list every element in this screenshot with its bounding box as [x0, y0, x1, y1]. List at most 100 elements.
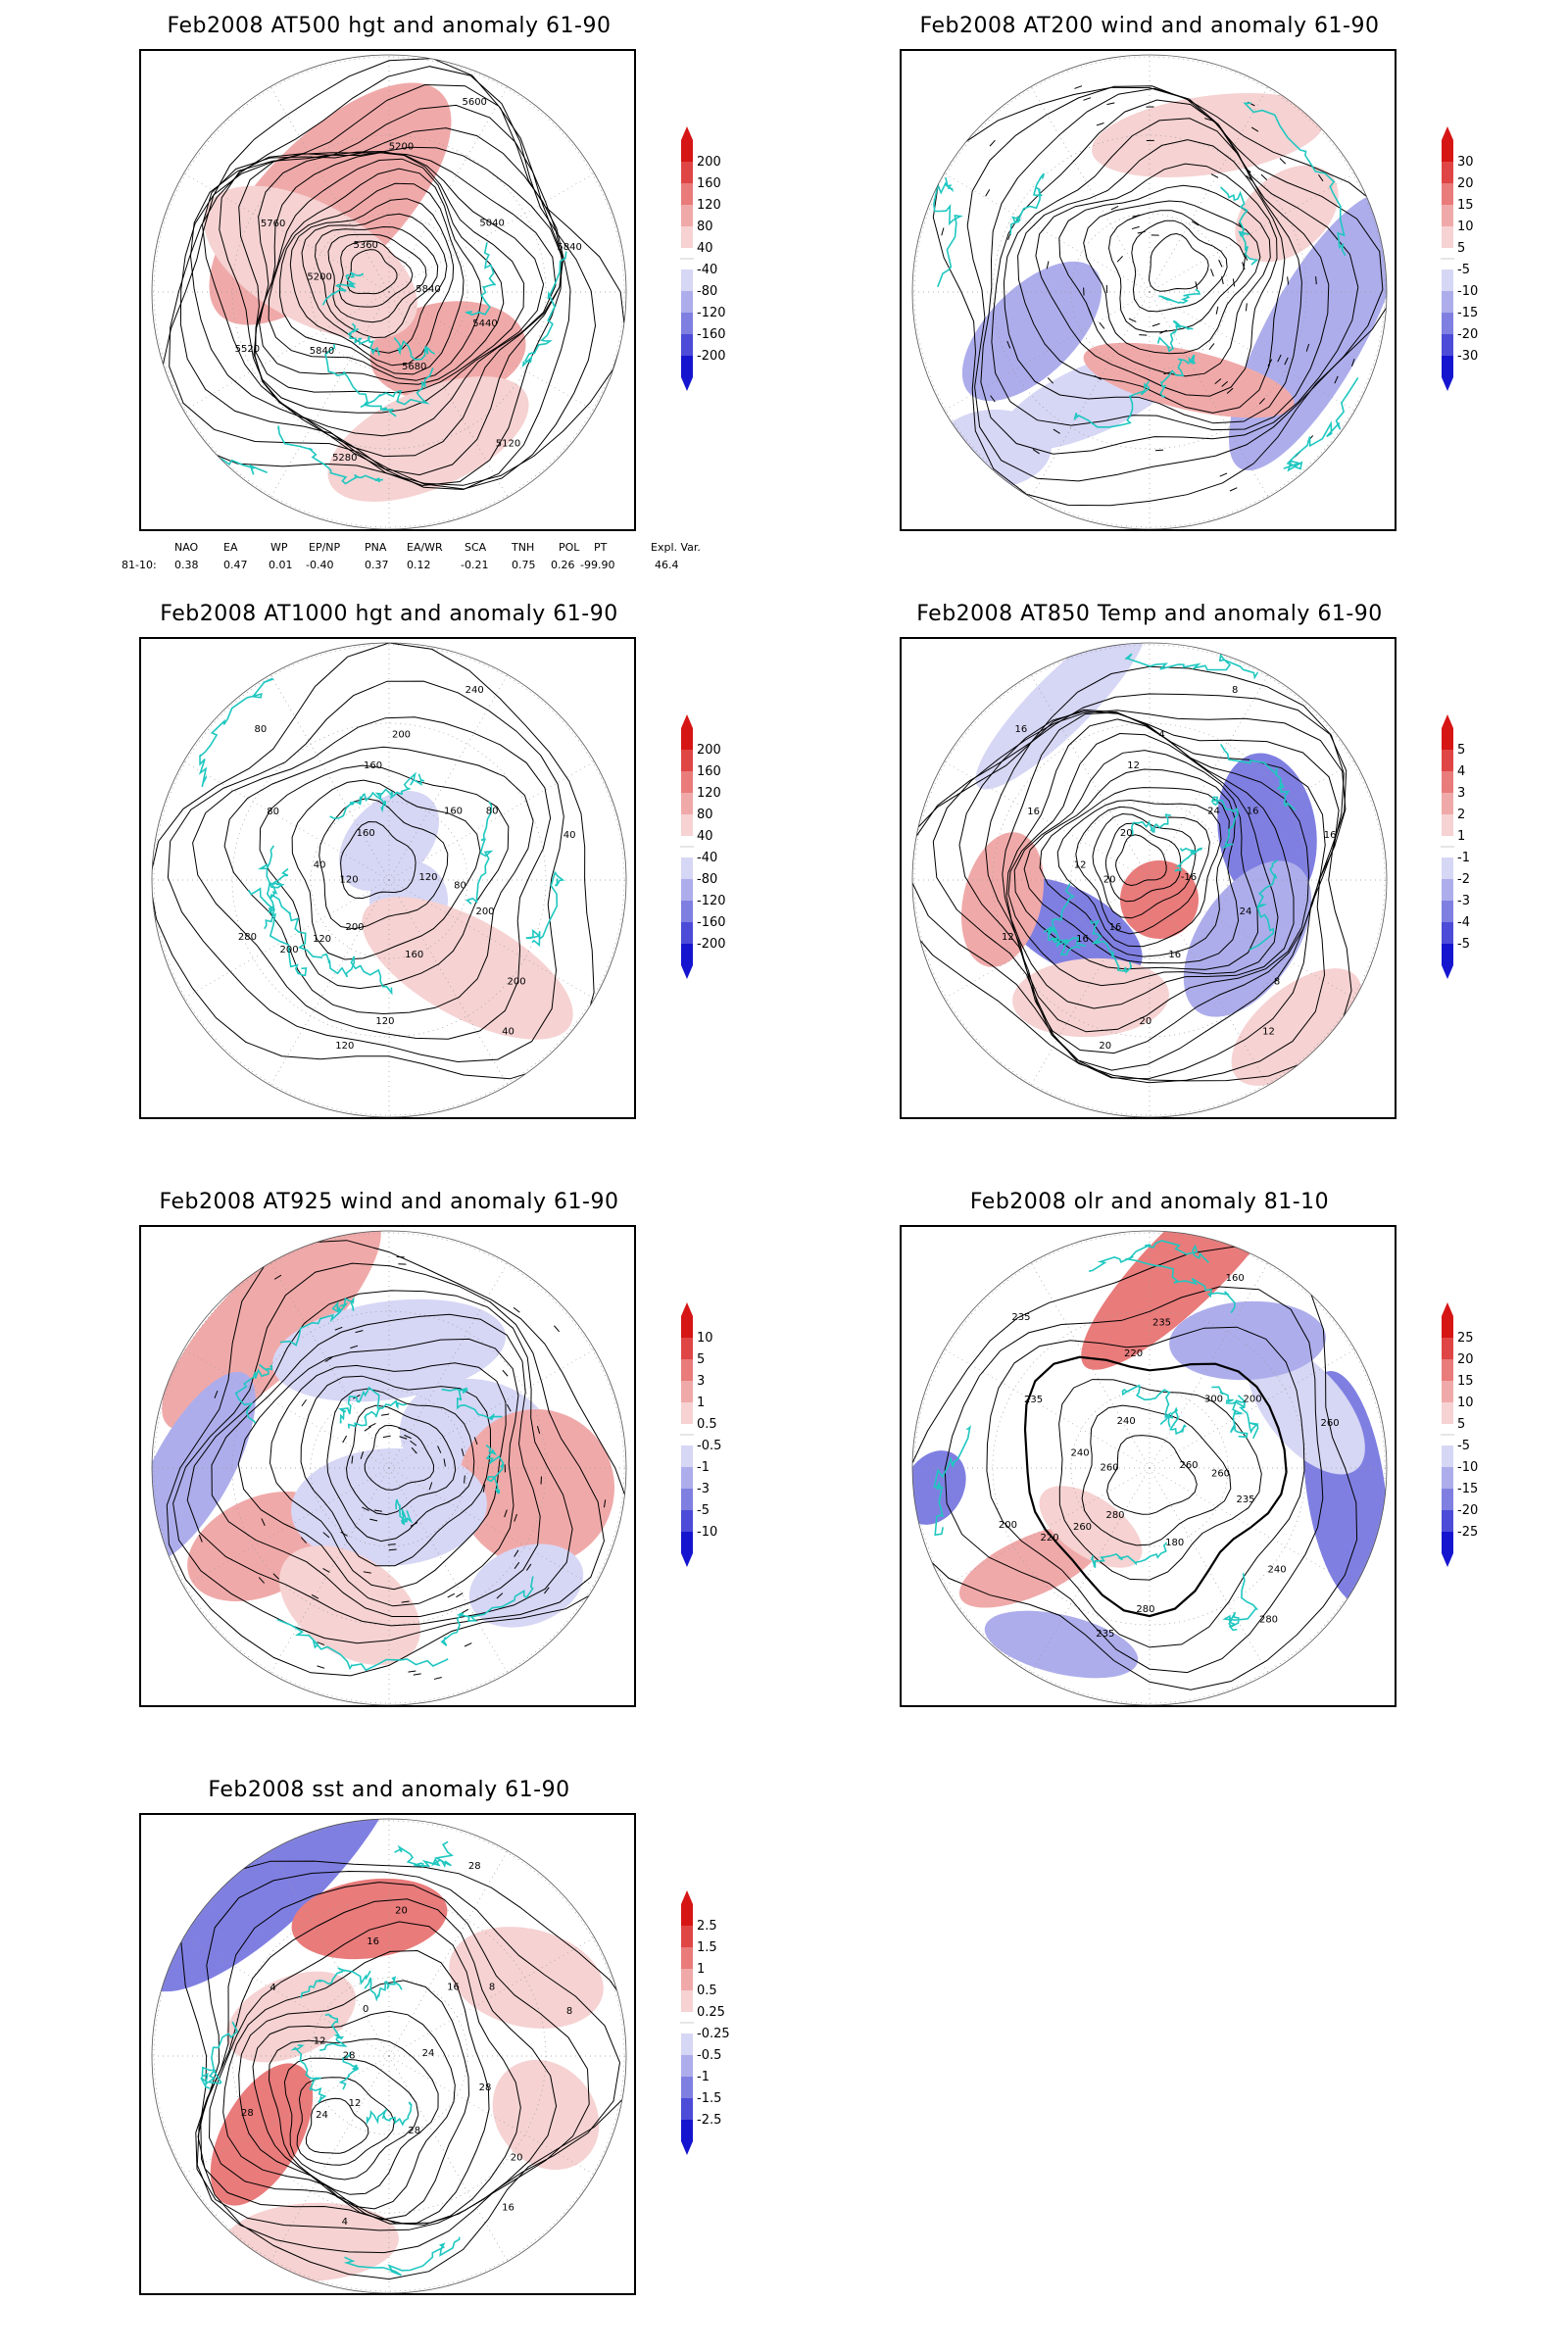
- colorbar-box: [681, 162, 693, 183]
- wind-arrow: [428, 1482, 433, 1491]
- colorbar-label: 120: [697, 198, 721, 213]
- anomaly-shading: [449, 1927, 604, 2029]
- colorbar-box: [681, 922, 693, 944]
- coastline: [234, 1363, 272, 1424]
- coastline: [1009, 172, 1045, 235]
- contour-label: 160: [357, 828, 375, 839]
- contour-label: 5520: [235, 344, 260, 355]
- colorbar-box: [1442, 270, 1453, 291]
- contour-label: 12: [1262, 1027, 1275, 1038]
- contour-label: 16: [1247, 806, 1259, 816]
- wind-arrow: [1287, 276, 1290, 285]
- coastline: [393, 337, 436, 361]
- contour-line: [1131, 220, 1228, 313]
- index-value: 0.01: [269, 559, 293, 571]
- colorbar-label: -1.5: [697, 2091, 721, 2106]
- wind-arrow: [502, 1369, 509, 1377]
- wind-arrow: [461, 1608, 469, 1614]
- coastline: [1174, 847, 1203, 872]
- coastline: [1229, 1395, 1249, 1439]
- meridian: [270, 674, 390, 881]
- contour-label: 20: [1120, 828, 1133, 839]
- index-header: SCA: [465, 541, 487, 554]
- colorbar-label: -2.5: [697, 2113, 721, 2128]
- coastline: [290, 2044, 327, 2104]
- map-frame: 260 260 235 280 240 200 235 240 235 200 160 180 235 2…: [900, 1225, 1396, 1707]
- index-row-label: 81-10:: [122, 559, 157, 571]
- coastline: [485, 1444, 505, 1494]
- colorbar-label: 20: [1457, 1352, 1474, 1367]
- colorbar-label: -200: [697, 349, 726, 364]
- anomaly-shading: [960, 832, 1045, 967]
- colorbar-label: -1: [1457, 851, 1470, 865]
- wind-arrow: [1032, 449, 1040, 455]
- contour-label: 16: [502, 2203, 514, 2214]
- contour-label: 5680: [402, 362, 426, 372]
- contour-label: 20: [1140, 1016, 1152, 1027]
- contour-line: [283, 2057, 419, 2180]
- wind-arrow: [351, 1455, 354, 1464]
- contour-line: [1039, 787, 1230, 957]
- index-header: NAO: [174, 541, 199, 554]
- meridian: [1030, 291, 1151, 498]
- colorbar-box: [681, 356, 693, 377]
- colorbar-box: [1442, 291, 1453, 313]
- contour-label: 160: [364, 760, 382, 771]
- contour-label: 200: [345, 922, 364, 933]
- polar-stereographic-map-icon: 120 120 200 40 40 80 120 160 200 280 240 160 80 40 200…: [151, 642, 627, 1117]
- wind-arrow: [301, 1398, 307, 1407]
- index-value: 0.37: [365, 559, 389, 571]
- colorbar-label: -5: [1457, 263, 1470, 277]
- colorbar-box: [681, 944, 693, 965]
- anomaly-shading: [975, 643, 1148, 790]
- wind-arrow: [1229, 487, 1238, 492]
- colorbar-box: [1442, 901, 1453, 922]
- anomaly-shading: [362, 897, 573, 1040]
- colorbar-label: -15: [1457, 1482, 1478, 1496]
- coastline: [329, 791, 387, 819]
- colorbar-box: [681, 1467, 693, 1489]
- contour-label: 8: [489, 1982, 495, 1992]
- wind-arrow: [1267, 359, 1273, 367]
- anomaly-shading: [1169, 1300, 1326, 1381]
- colorbar-label: 15: [1457, 1374, 1474, 1389]
- anomaly-shading: [1231, 968, 1362, 1086]
- colorbar-arrow: [681, 1553, 693, 1567]
- contour-line: [1013, 750, 1259, 970]
- wind-arrow: [369, 1518, 378, 1522]
- anomaly-shading: [327, 376, 529, 502]
- wind-arrow: [1226, 387, 1234, 394]
- contour-line: [296, 2077, 395, 2166]
- contour-label: 5840: [557, 242, 581, 253]
- contour-label: 280: [238, 932, 257, 943]
- contour-line: [211, 1313, 541, 1617]
- colorbar-box: [1442, 879, 1453, 901]
- meridian: [1149, 1262, 1269, 1469]
- contour-line: [1107, 210, 1246, 333]
- coastline: [933, 1425, 971, 1537]
- contour-line: [208, 1921, 521, 2226]
- contour-label: 20: [395, 1906, 408, 1917]
- colorbar-label: 2.5: [697, 1919, 717, 1934]
- colorbar-box: [681, 183, 693, 205]
- colorbar-label: -80: [697, 872, 717, 887]
- coastline: [1220, 186, 1259, 266]
- wind-arrow: [1221, 276, 1224, 285]
- colorbar-box: [1442, 1489, 1453, 1510]
- coastline: [932, 177, 963, 288]
- colorbar-arrow: [1442, 965, 1453, 979]
- coastline: [1220, 743, 1297, 811]
- wind-arrow: [513, 1306, 520, 1313]
- contour-line: [252, 2010, 456, 2210]
- colorbar-label: -20: [1457, 327, 1478, 342]
- contour-line: [186, 1290, 573, 1627]
- colorbar-label: 40: [697, 829, 713, 844]
- anomaly-shading: [291, 1878, 448, 1960]
- coastline: [1090, 919, 1133, 974]
- colorbar-arrow: [681, 965, 693, 979]
- contour-line: [1075, 806, 1210, 935]
- contour-line: [1081, 1404, 1232, 1546]
- colorbar-label: 10: [1457, 1396, 1474, 1410]
- colorbar-box: [681, 2077, 693, 2098]
- wind-arrow: [525, 1563, 532, 1571]
